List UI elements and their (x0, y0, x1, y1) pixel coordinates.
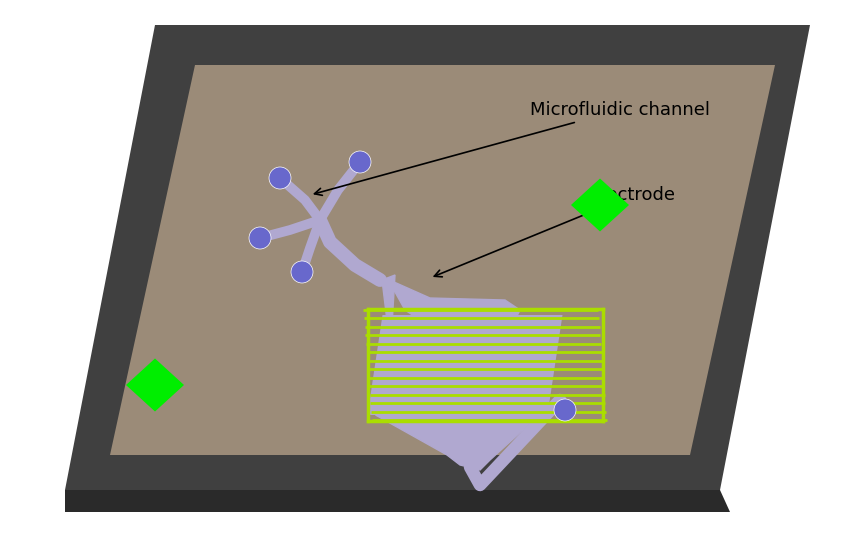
Circle shape (349, 151, 371, 173)
Polygon shape (382, 275, 558, 325)
Polygon shape (375, 275, 520, 320)
Circle shape (554, 399, 576, 421)
Polygon shape (126, 359, 184, 411)
Circle shape (249, 227, 271, 249)
Polygon shape (65, 25, 810, 490)
Polygon shape (110, 65, 775, 455)
Circle shape (291, 261, 313, 283)
Text: Microfluidic channel: Microfluidic channel (314, 101, 710, 195)
Polygon shape (65, 490, 730, 512)
Text: Electrode: Electrode (434, 186, 675, 277)
Polygon shape (375, 415, 540, 470)
Polygon shape (373, 405, 542, 413)
Circle shape (269, 167, 291, 189)
Polygon shape (571, 178, 629, 231)
Polygon shape (368, 315, 562, 415)
